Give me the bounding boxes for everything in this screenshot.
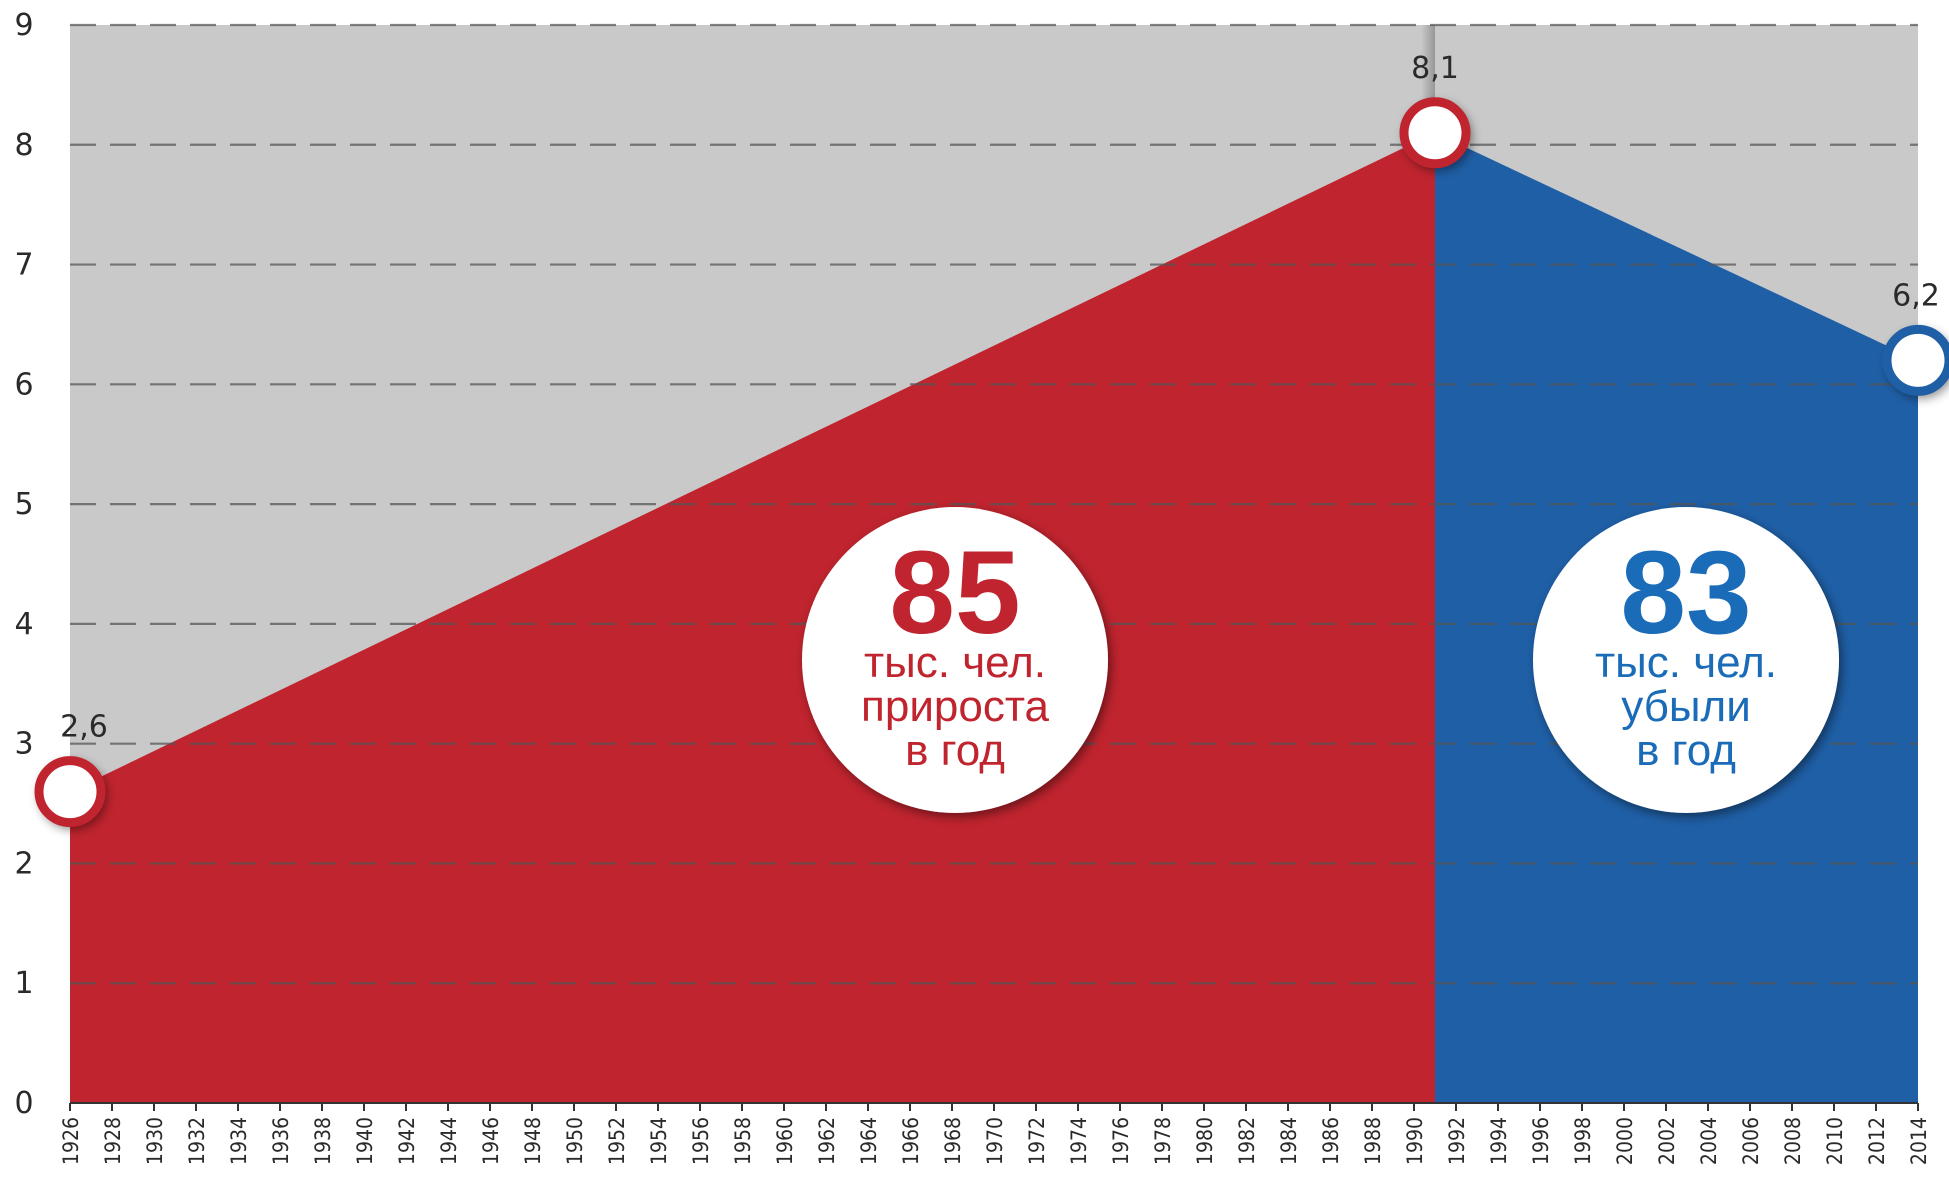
x-tick-label: 1928 <box>101 1117 125 1165</box>
x-tick-label: 1972 <box>1025 1117 1049 1165</box>
x-tick-label: 1966 <box>899 1117 923 1165</box>
growth-area <box>70 132 1435 1104</box>
x-tick-label: 1982 <box>1235 1117 1259 1165</box>
y-tick-label: 8 <box>14 128 33 163</box>
x-tick-label: 2010 <box>1823 1117 1847 1165</box>
x-tick-label: 1960 <box>773 1117 797 1165</box>
x-tick-label: 1964 <box>857 1117 881 1165</box>
decline-line-2: убыли <box>1621 682 1751 731</box>
growth-bubble: 85 тыс. чел. прироста в год <box>802 507 1108 813</box>
y-tick-label: 4 <box>14 607 33 642</box>
decline-line-3: в год <box>1636 726 1736 775</box>
x-tick-label: 1968 <box>941 1117 965 1165</box>
point-1926-marker <box>34 756 106 828</box>
x-tick-label: 2002 <box>1655 1117 1679 1165</box>
y-tick-label: 0 <box>14 1086 33 1121</box>
y-tick-label: 7 <box>14 248 33 283</box>
decline-line-1: тыс. чел. <box>1595 638 1777 687</box>
x-tick-label: 1986 <box>1319 1117 1343 1165</box>
decline-bubble-circle <box>1533 507 1839 813</box>
point-1926-value-label: 2,6 <box>60 710 108 745</box>
x-tick-label: 1938 <box>311 1117 335 1165</box>
x-tick-label: 1980 <box>1193 1117 1217 1165</box>
x-tick-label: 1990 <box>1403 1117 1427 1165</box>
x-tick-label: 2006 <box>1739 1117 1763 1165</box>
x-tick-label: 2012 <box>1865 1117 1889 1165</box>
x-tick-label: 1974 <box>1067 1117 1091 1165</box>
x-tick-label: 2008 <box>1781 1117 1805 1165</box>
y-tick-label: 1 <box>14 966 33 1001</box>
x-tick-label: 2014 <box>1907 1117 1931 1165</box>
x-tick-label: 1950 <box>563 1117 587 1165</box>
x-tick-label: 1934 <box>227 1117 251 1165</box>
x-tick-label: 1978 <box>1151 1117 1175 1165</box>
x-tick-label: 1998 <box>1571 1117 1595 1165</box>
y-tick-label: 6 <box>14 367 33 402</box>
y-tick-label: 2 <box>14 846 33 881</box>
x-tick-label: 1996 <box>1529 1117 1553 1165</box>
growth-bubble-circle <box>802 507 1108 813</box>
x-tick-label: 1926 <box>59 1117 83 1165</box>
x-tick-label: 1962 <box>815 1117 839 1165</box>
x-tick-label: 1984 <box>1277 1117 1301 1165</box>
point-2014-value-label: 6,2 <box>1892 278 1940 313</box>
x-tick-label: 1970 <box>983 1117 1007 1165</box>
x-tick-label: 1948 <box>521 1117 545 1165</box>
x-tick-label: 2000 <box>1613 1117 1637 1165</box>
growth-line-1: тыс. чел. <box>864 638 1046 687</box>
y-tick-label: 5 <box>14 487 33 522</box>
y-tick-label: 3 <box>14 727 33 762</box>
x-tick-label: 1930 <box>143 1117 167 1165</box>
decline-bubble: 83 тыс. чел. убыли в год <box>1533 507 1839 813</box>
y-tick-label: 9 <box>14 8 33 43</box>
x-tick-label: 1940 <box>353 1117 377 1165</box>
x-tick-label: 1944 <box>437 1117 461 1165</box>
x-tick-label: 1958 <box>731 1117 755 1165</box>
point-1991-value-label: 8,1 <box>1411 51 1459 86</box>
x-tick-label: 1946 <box>479 1117 503 1165</box>
x-tick-label: 1976 <box>1109 1117 1133 1165</box>
x-tick-label: 1954 <box>647 1117 671 1165</box>
x-tick-label: 2004 <box>1697 1117 1721 1165</box>
x-tick-label: 1952 <box>605 1117 629 1165</box>
x-tick-label: 1988 <box>1361 1117 1385 1165</box>
growth-line-3: в год <box>905 726 1005 775</box>
x-tick-label: 1942 <box>395 1117 419 1165</box>
point-1991-marker <box>1399 97 1471 169</box>
decline-number: 83 <box>1620 527 1751 659</box>
x-tick-label: 1932 <box>185 1117 209 1165</box>
growth-number: 85 <box>889 527 1020 659</box>
x-tick-label: 1956 <box>689 1117 713 1165</box>
growth-line-2: прироста <box>861 682 1049 731</box>
point-2014-marker <box>1882 324 1949 396</box>
x-tick-label: 1994 <box>1487 1117 1511 1165</box>
x-tick-label: 1992 <box>1445 1117 1469 1165</box>
x-tick-label: 1936 <box>269 1117 293 1165</box>
